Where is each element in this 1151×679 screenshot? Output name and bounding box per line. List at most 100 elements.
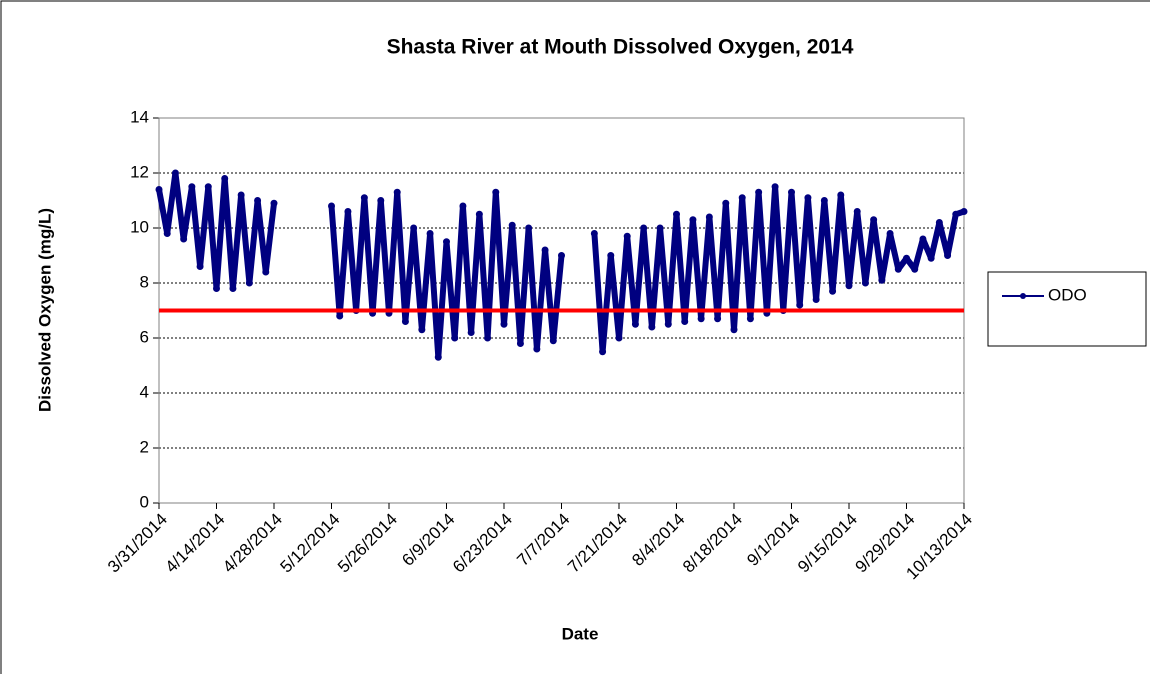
data-point: [681, 318, 689, 325]
data-point: [615, 334, 623, 342]
data-point: [360, 194, 368, 202]
data-point: [623, 232, 631, 240]
y-tick-label: 10: [130, 217, 149, 236]
data-point: [245, 279, 253, 287]
data-point: [213, 285, 220, 292]
data-point: [163, 230, 171, 237]
data-point: [664, 320, 672, 328]
data-point: [467, 329, 475, 336]
data-point: [903, 254, 910, 262]
data-point: [829, 287, 837, 295]
data-point: [401, 318, 409, 325]
data-point: [155, 186, 163, 193]
data-point: [870, 216, 878, 224]
data-point: [722, 199, 730, 207]
data-point: [730, 326, 738, 334]
y-tick-label: 12: [130, 162, 149, 181]
data-point: [607, 252, 615, 259]
y-axis-label: Dissolved Oxygen (mg/L): [35, 208, 54, 412]
data-point: [796, 301, 804, 309]
data-point: [960, 208, 968, 215]
y-tick-label: 2: [140, 437, 149, 456]
data-point: [853, 208, 861, 215]
data-point: [492, 188, 500, 196]
data-point: [656, 224, 664, 232]
data-point: [328, 202, 335, 210]
data-point: [171, 169, 179, 177]
y-tick-label: 8: [140, 272, 149, 291]
data-point: [952, 210, 960, 218]
data-point: [434, 353, 442, 361]
data-point: [944, 252, 952, 259]
data-point: [689, 216, 697, 224]
y-tick-label: 14: [130, 107, 149, 126]
data-point: [927, 254, 935, 262]
data-point: [426, 230, 434, 237]
data-point: [525, 224, 533, 232]
legend-label: ODO: [1048, 285, 1087, 304]
data-point: [837, 191, 845, 199]
data-point: [935, 219, 943, 226]
data-point: [180, 235, 188, 243]
data-point: [804, 194, 812, 202]
data-point: [344, 208, 352, 215]
data-point: [861, 279, 869, 287]
data-point: [418, 326, 426, 334]
data-point: [878, 276, 886, 284]
data-point: [221, 175, 229, 182]
data-point: [845, 282, 853, 290]
data-point: [738, 194, 746, 202]
data-point: [812, 296, 820, 303]
data-point: [262, 268, 270, 276]
data-point: [377, 197, 385, 204]
data-point: [599, 348, 607, 356]
data-point: [336, 312, 344, 320]
data-point: [451, 334, 459, 342]
data-point: [640, 224, 648, 232]
data-point: [475, 210, 483, 218]
y-tick-label: 4: [140, 382, 149, 401]
data-point: [188, 183, 196, 191]
data-point: [631, 320, 639, 328]
series-line: [591, 183, 965, 355]
data-point: [516, 340, 524, 347]
data-point: [911, 265, 919, 273]
data-point: [755, 188, 763, 196]
data-point: [771, 183, 779, 191]
data-point: [673, 210, 680, 218]
data-point: [254, 197, 262, 204]
data-point: [705, 213, 713, 221]
y-tick-label: 0: [140, 492, 149, 511]
chart-title: Shasta River at Mouth Dissolved Oxygen, …: [387, 36, 854, 59]
data-point: [410, 224, 418, 232]
data-point: [500, 320, 508, 328]
data-point: [549, 337, 557, 345]
data-point: [204, 183, 212, 191]
y-tick-label: 6: [140, 327, 149, 346]
data-point: [648, 323, 656, 331]
data-point: [484, 334, 492, 342]
data-point: [714, 315, 722, 323]
data-point: [459, 202, 467, 210]
data-point: [196, 263, 204, 270]
data-point: [919, 235, 927, 243]
data-point: [443, 238, 450, 246]
legend-box: [987, 271, 1147, 347]
data-point: [393, 188, 401, 196]
data-point: [590, 230, 598, 237]
data-point: [541, 246, 549, 254]
data-point: [229, 285, 237, 292]
data-point: [746, 315, 754, 323]
data-point: [533, 345, 541, 353]
data-point: [886, 230, 894, 237]
data-point: [788, 188, 795, 196]
data-point: [894, 265, 902, 273]
data-point: [697, 315, 705, 323]
data-point: [820, 197, 828, 204]
data-point: [270, 199, 278, 207]
data-point: [237, 191, 245, 199]
data-point: [558, 252, 565, 259]
